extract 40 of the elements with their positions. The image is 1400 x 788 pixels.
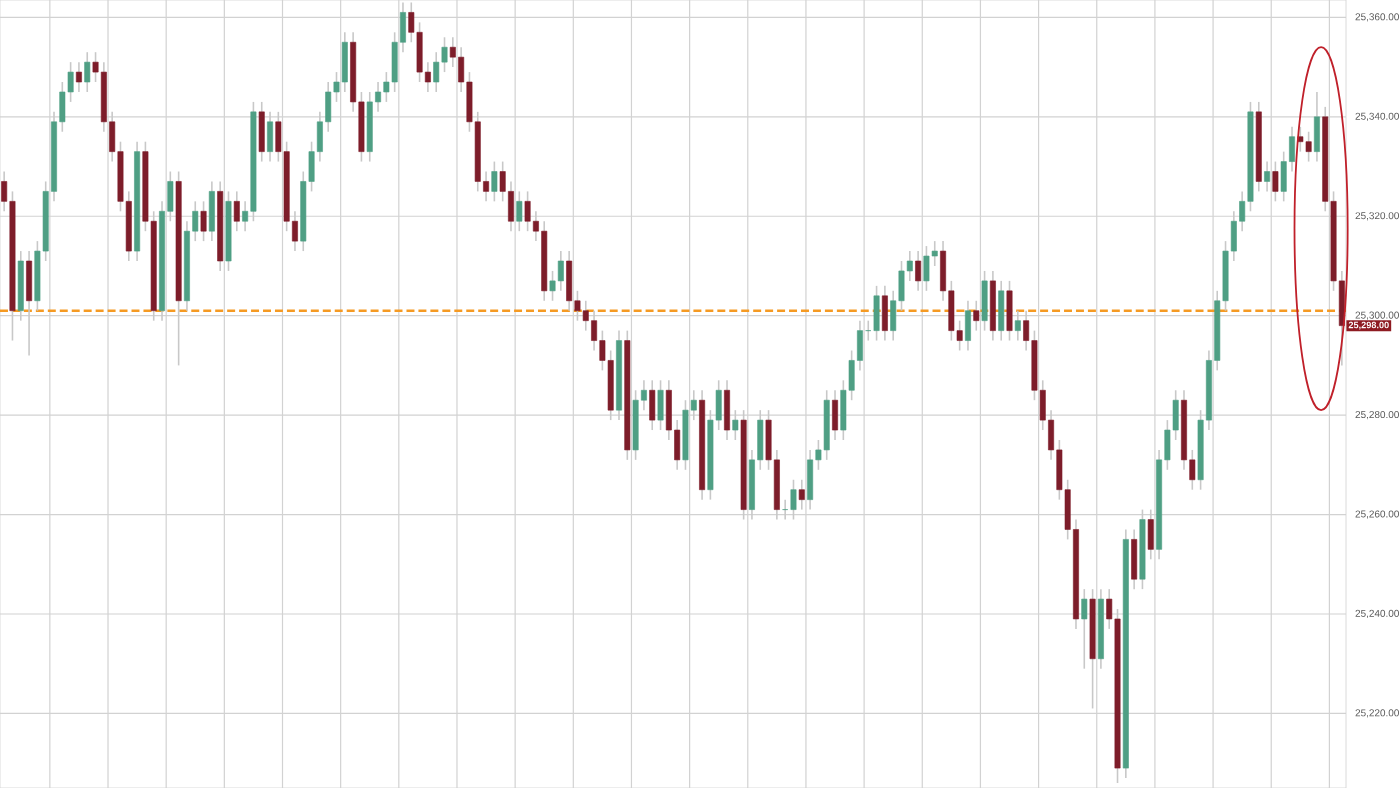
- candlestick: [200, 200, 207, 242]
- candlestick: [915, 250, 922, 292]
- candlestick: [649, 379, 656, 431]
- candlestick: [258, 101, 265, 163]
- candlestick: [724, 379, 730, 441]
- candlestick: [881, 285, 888, 342]
- candlestick: [798, 478, 805, 511]
- candlestick: [491, 160, 498, 203]
- candlestick: [1014, 309, 1021, 342]
- candlestick: [1272, 160, 1279, 203]
- candlestick: [341, 31, 348, 93]
- candlestick: [516, 190, 523, 232]
- candlestick: [1264, 160, 1271, 193]
- candlestick: [832, 389, 838, 441]
- candlestick: [84, 51, 91, 93]
- candlestick: [267, 111, 273, 163]
- candlestick: [981, 270, 988, 332]
- candlestick: [790, 478, 797, 521]
- candlestick: [233, 190, 240, 232]
- candlestick: [433, 51, 440, 93]
- candlestick: [1131, 528, 1138, 590]
- candlestick: [1147, 508, 1154, 561]
- candlestick: [1081, 588, 1088, 670]
- candlestick: [657, 379, 664, 431]
- candlestick: [923, 245, 930, 292]
- candlestick: [873, 285, 880, 342]
- candlestick: [524, 190, 531, 232]
- candlestick: [965, 299, 971, 352]
- candlestick: [557, 250, 564, 292]
- candlestick: [732, 409, 739, 441]
- candlestick: [26, 250, 33, 357]
- candlestick: [1006, 280, 1013, 342]
- candlestick: [566, 250, 573, 312]
- candlestick: [998, 280, 1005, 342]
- candlestick: [75, 61, 82, 93]
- candlestick: [1305, 130, 1312, 163]
- candlestick: [973, 299, 980, 332]
- candlestick: [208, 180, 215, 242]
- candlestick: [1313, 91, 1320, 163]
- candlestick: [807, 449, 814, 511]
